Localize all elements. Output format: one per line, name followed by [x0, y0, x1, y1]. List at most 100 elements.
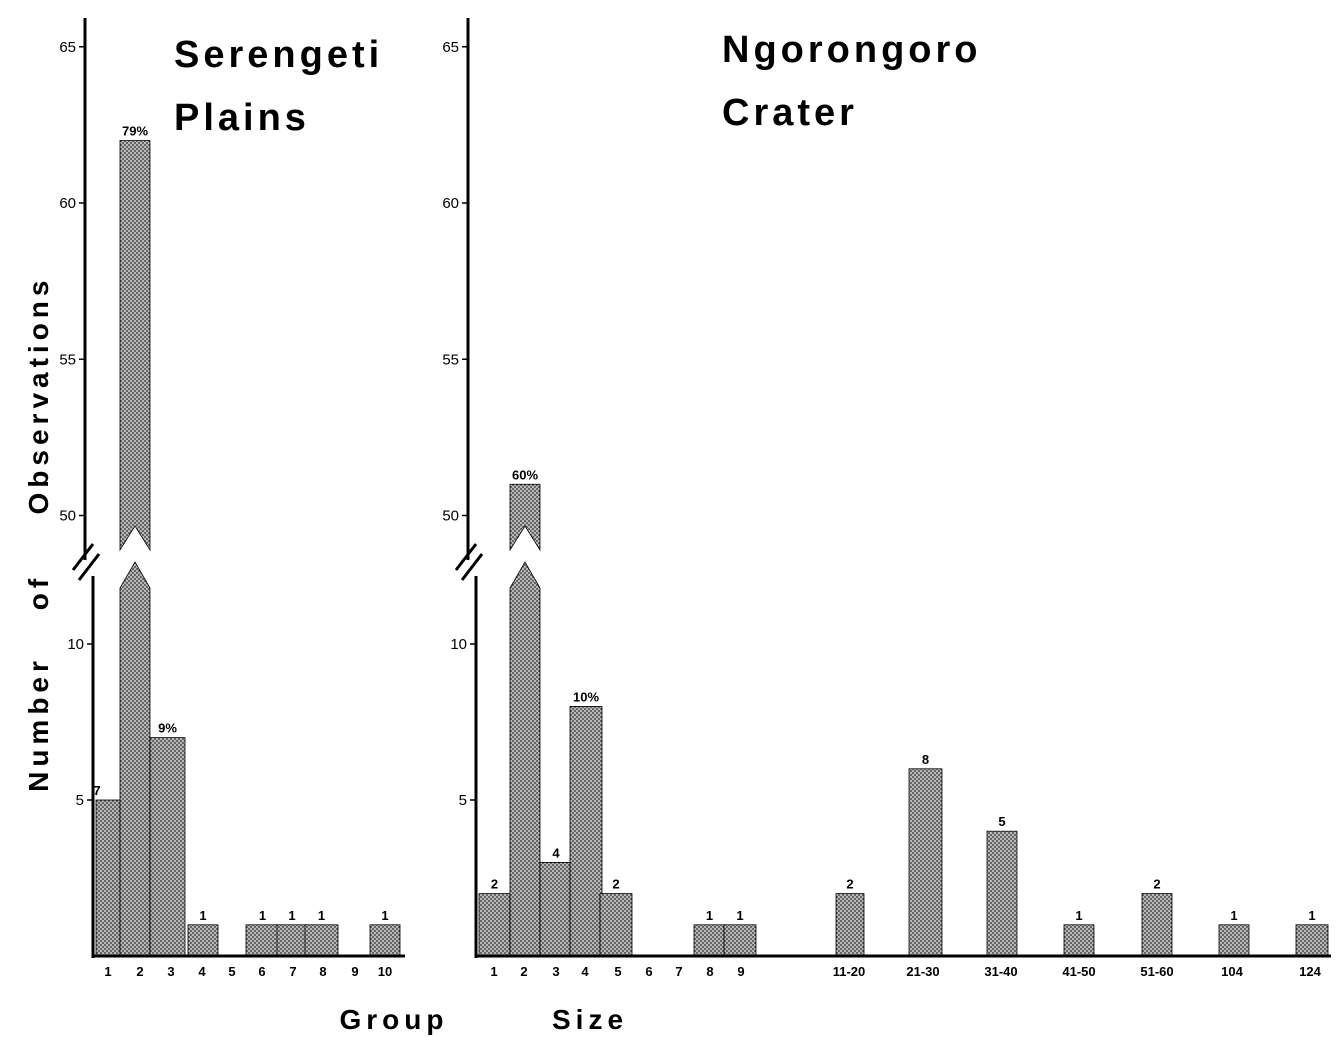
serengeti-y-ticks: 5 10 50 55 60 65 [59, 39, 93, 809]
ngorongoro-bar-label: 60% [512, 467, 538, 482]
ngorongoro-bar [835, 893, 865, 957]
serengeti-bar-label: 79% [122, 124, 148, 139]
ngorongoro-bar [539, 862, 573, 957]
serengeti-bar [276, 924, 308, 957]
ngorongoro-bar-label: 2 [846, 877, 853, 892]
ngorongoro-bar-upper [509, 483, 541, 552]
serengeti-x-tick-label: 5 [228, 964, 235, 979]
serengeti-x-ticks: 1 2 3 4 5 6 7 8 9 10 [104, 964, 392, 979]
y-axis-title-word-3: Observations [23, 276, 54, 515]
serengeti-x-tick-label: 8 [319, 964, 326, 979]
serengeti-bar-labels: 7 79% 9% 1 1 1 1 1 [93, 124, 388, 923]
serengeti-bar [149, 737, 186, 957]
ngorongoro-x-ticks: 1 2 3 4 5 6 7 8 9 11-20 21-30 31-40 41-50 51-60 104 124 [490, 964, 1321, 979]
ngorongoro-bar [1063, 924, 1095, 957]
ngorongoro-bar [599, 893, 633, 957]
ngorongoro-y-tick-label: 65 [442, 39, 459, 56]
serengeti-x-tick-label: 4 [198, 964, 206, 979]
serengeti-bar [304, 924, 339, 957]
ngorongoro-bar [509, 561, 541, 957]
serengeti-x-tick-label: 3 [167, 964, 174, 979]
ngorongoro-x-tick-label: 11-20 [833, 964, 866, 979]
ngorongoro-bar [693, 924, 726, 957]
serengeti-bar-label: 1 [288, 908, 295, 923]
ngorongoro-bar-label: 1 [1308, 908, 1315, 923]
serengeti-bar-label: 9% [158, 721, 177, 736]
serengeti-bar [245, 924, 280, 957]
ngorongoro-bar [908, 768, 943, 957]
ngorongoro-bar [986, 830, 1018, 957]
serengeti-x-tick-label: 6 [258, 964, 265, 979]
serengeti-y-tick-label: 10 [67, 636, 84, 653]
ngorongoro-bar-label: 4 [552, 845, 560, 860]
ngorongoro-x-tick-label: 41-50 [1062, 964, 1095, 979]
ngorongoro-bar-labels: 2 60% 4 10% 2 1 1 2 8 5 1 2 1 1 [491, 467, 1316, 923]
serengeti-y-tick-label: 65 [59, 39, 76, 56]
serengeti-axis-break [71, 543, 101, 581]
ngorongoro-x-tick-label: 1 [490, 964, 497, 979]
serengeti-axes [71, 18, 405, 958]
x-axis-title-word-1: Group [340, 1004, 449, 1035]
serengeti-x-tick-label: 1 [104, 964, 111, 979]
ngorongoro-bar-label: 2 [491, 877, 498, 892]
ngorongoro-y-tick-label: 60 [442, 195, 459, 212]
x-axis-title-word-2: Size [552, 1004, 628, 1035]
serengeti-bar-label: 1 [318, 908, 325, 923]
ngorongoro-x-tick-label: 2 [520, 964, 527, 979]
ngorongoro-bar-label: 2 [1153, 877, 1160, 892]
ngorongoro-x-tick-label: 8 [706, 964, 713, 979]
ngorongoro-x-tick-label: 21-30 [906, 964, 939, 979]
ngorongoro-bar [723, 924, 757, 957]
ngorongoro-axes [454, 18, 1331, 958]
ngorongoro-bar-label: 5 [998, 814, 1005, 829]
ngorongoro-x-tick-label: 104 [1221, 964, 1243, 979]
serengeti-title-line-1: Serengeti [174, 34, 383, 76]
ngorongoro-bar-label: 1 [1075, 908, 1082, 923]
ngorongoro-y-tick-label: 5 [459, 792, 467, 809]
serengeti-bar-upper [119, 140, 151, 552]
ngorongoro-bar-label: 2 [612, 877, 619, 892]
ngorongoro-bars [478, 483, 1329, 957]
ngorongoro-bar-label: 1 [706, 908, 713, 923]
ngorongoro-bar [1218, 924, 1250, 957]
serengeti-x-tick-label: 7 [289, 964, 296, 979]
ngorongoro-x-tick-label: 51-60 [1140, 964, 1173, 979]
serengeti-bar [119, 561, 151, 957]
serengeti-x-tick-label: 10 [378, 964, 392, 979]
ngorongoro-x-tick-label: 4 [581, 964, 589, 979]
serengeti-bars [95, 140, 401, 957]
ngorongoro-bar [1295, 924, 1329, 957]
serengeti-y-tick-label: 50 [59, 508, 76, 525]
serengeti-y-tick-label: 5 [76, 792, 84, 809]
ngorongoro-title-line-1: Ngorongoro [722, 29, 982, 71]
y-axis-title-word-1: Number [23, 656, 54, 792]
serengeti-y-tick-label: 60 [59, 195, 76, 212]
ngorongoro-y-tick-label: 10 [450, 636, 467, 653]
ngorongoro-x-tick-label: 3 [552, 964, 559, 979]
ngorongoro-y-ticks: 5 10 50 55 60 65 [442, 39, 476, 809]
ngorongoro-y-tick-label: 55 [442, 351, 459, 368]
y-axis-title-word-2: of [23, 574, 54, 610]
ngorongoro-title-line-2: Crater [722, 92, 858, 134]
ngorongoro-bar [1141, 893, 1173, 957]
ngorongoro-bar-label: 1 [736, 908, 743, 923]
ngorongoro-bar [569, 706, 603, 957]
serengeti-bar-label: 1 [259, 908, 266, 923]
ngorongoro-x-tick-label: 7 [675, 964, 682, 979]
ngorongoro-bar [478, 893, 511, 957]
ngorongoro-bar-label: 1 [1230, 908, 1237, 923]
serengeti-x-tick-label: 9 [351, 964, 358, 979]
ngorongoro-x-tick-label: 31-40 [984, 964, 1017, 979]
ngorongoro-x-tick-label: 124 [1299, 964, 1321, 979]
ngorongoro-axis-break [454, 543, 484, 581]
serengeti-bar [187, 924, 219, 957]
serengeti-bar-label: 1 [199, 908, 206, 923]
serengeti-bar [369, 924, 401, 957]
ngorongoro-y-tick-label: 50 [442, 508, 459, 525]
serengeti-bar-label: 1 [381, 908, 388, 923]
ngorongoro-x-tick-label: 9 [737, 964, 744, 979]
serengeti-y-tick-label: 55 [59, 351, 76, 368]
